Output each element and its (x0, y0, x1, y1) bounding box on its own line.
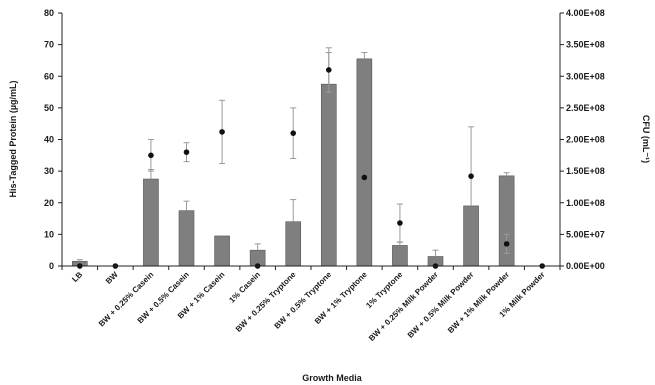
y-tick-label: 40 (44, 135, 54, 145)
y2-tick-label: 1.00E+08 (566, 198, 605, 208)
bar (178, 210, 195, 267)
right-axis-ticks: 0.00E+00 5.00E+07 1.00E+08 1.50E+08 2.00E+08… (560, 8, 605, 271)
y-tick-label: 50 (44, 103, 54, 113)
cfu-point (503, 241, 510, 247)
cfu-point (397, 220, 403, 226)
category-label: BW + 0.25% Milk Powder (367, 270, 440, 343)
cfu-point (468, 173, 474, 179)
y-tick-label: 60 (44, 71, 54, 81)
y-tick-label: 30 (44, 166, 54, 176)
cfu-point (148, 152, 154, 159)
cfu-point (219, 129, 225, 135)
bar (143, 178, 159, 267)
y-tick-label: 20 (44, 198, 54, 208)
bar (320, 83, 337, 267)
y2-axis-title: CFU (mL⁻¹) (641, 115, 651, 163)
y-tick-label: 10 (44, 229, 54, 239)
y-axis-title: His-Tagged Protein (µg/mL) (8, 80, 18, 197)
cfu-point (290, 130, 297, 136)
category-label: BW + 0.25% Tryptone (234, 270, 298, 334)
y2-tick-label: 0.00E+00 (566, 261, 605, 271)
y2-tick-label: 2.00E+08 (566, 135, 605, 145)
bar (285, 221, 302, 267)
cfu-point (183, 149, 190, 155)
x-axis-title: Growth Media (302, 373, 362, 383)
y2-tick-label: 3.00E+08 (566, 71, 605, 81)
y-tick-label: 80 (44, 8, 54, 18)
left-axis-ticks: 0 10 20 30 40 50 60 70 80 (44, 8, 62, 271)
y2-tick-label: 4.00E+08 (566, 8, 605, 18)
bar (392, 245, 408, 267)
category-label: LB (70, 270, 84, 284)
bar (356, 58, 373, 267)
y2-tick-label: 2.50E+08 (566, 103, 605, 113)
axes (61, 13, 561, 270)
cfu-point (325, 67, 332, 73)
y2-tick-label: 3.50E+08 (566, 40, 605, 50)
y-tick-label: 70 (44, 40, 54, 50)
category-label: BW + 0.5% Milk Powder (406, 270, 476, 340)
bar (214, 235, 230, 267)
y2-tick-label: 1.50E+08 (566, 166, 605, 176)
bars-series (71, 52, 515, 267)
bar (463, 205, 479, 267)
y2-tick-label: 5.00E+07 (566, 229, 605, 239)
y-tick-label: 0 (49, 261, 54, 271)
cfu-point (361, 174, 368, 181)
category-label: 1% Casein (227, 270, 262, 305)
category-label: BW (104, 270, 120, 286)
category-label: BW + 1% Milk Powder (446, 270, 511, 335)
